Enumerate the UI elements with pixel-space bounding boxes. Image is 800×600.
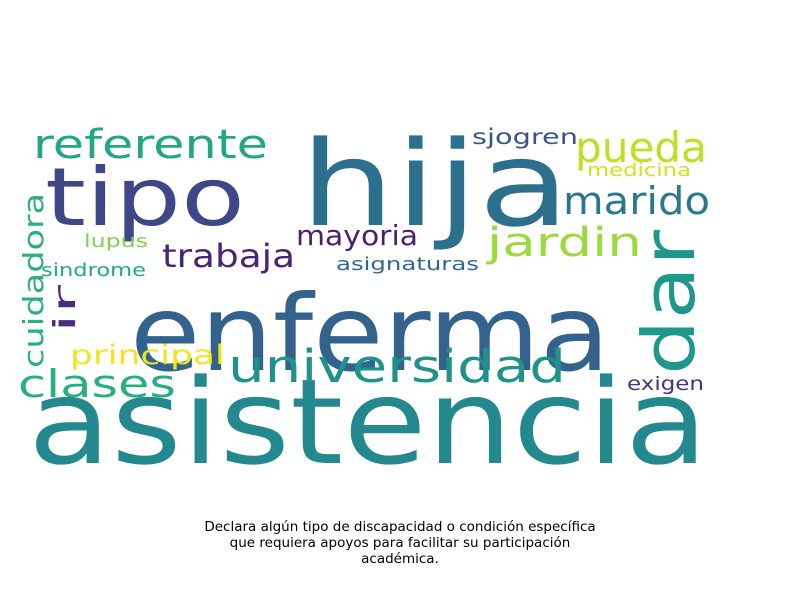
word-ir: ir [48,283,83,333]
word-pueda: pueda [575,123,707,172]
word-asignaturas: asignaturas [336,254,479,275]
word-cuidadora: cuidadora [17,193,50,368]
word-tipo: tipo [45,151,245,244]
word-marido: marido [563,179,710,223]
word-jardin: jardin [486,220,642,266]
word-universidad: universidad [228,340,566,393]
word-mayoria: mayoria [296,219,418,252]
word-lupus: lupus [84,231,148,252]
word-principal: principal [70,340,225,371]
word-hija: hija [300,115,570,253]
word-clases: clases [18,362,176,406]
word-trabaja: trabaja [162,237,295,275]
word-sjogren: sjogren [472,125,578,149]
word-asistencia: asistencia [28,353,708,491]
figure-caption: Declara algún tipo de discapacidad o con… [204,519,596,567]
word-sindrome: sindrome [41,260,146,281]
word-medicina: medicina [587,160,691,181]
word-referente: referente [33,122,268,168]
word-dar: dar [627,230,711,375]
word-enferma: enferma [130,273,610,395]
word-exigen: exigen [627,373,704,395]
